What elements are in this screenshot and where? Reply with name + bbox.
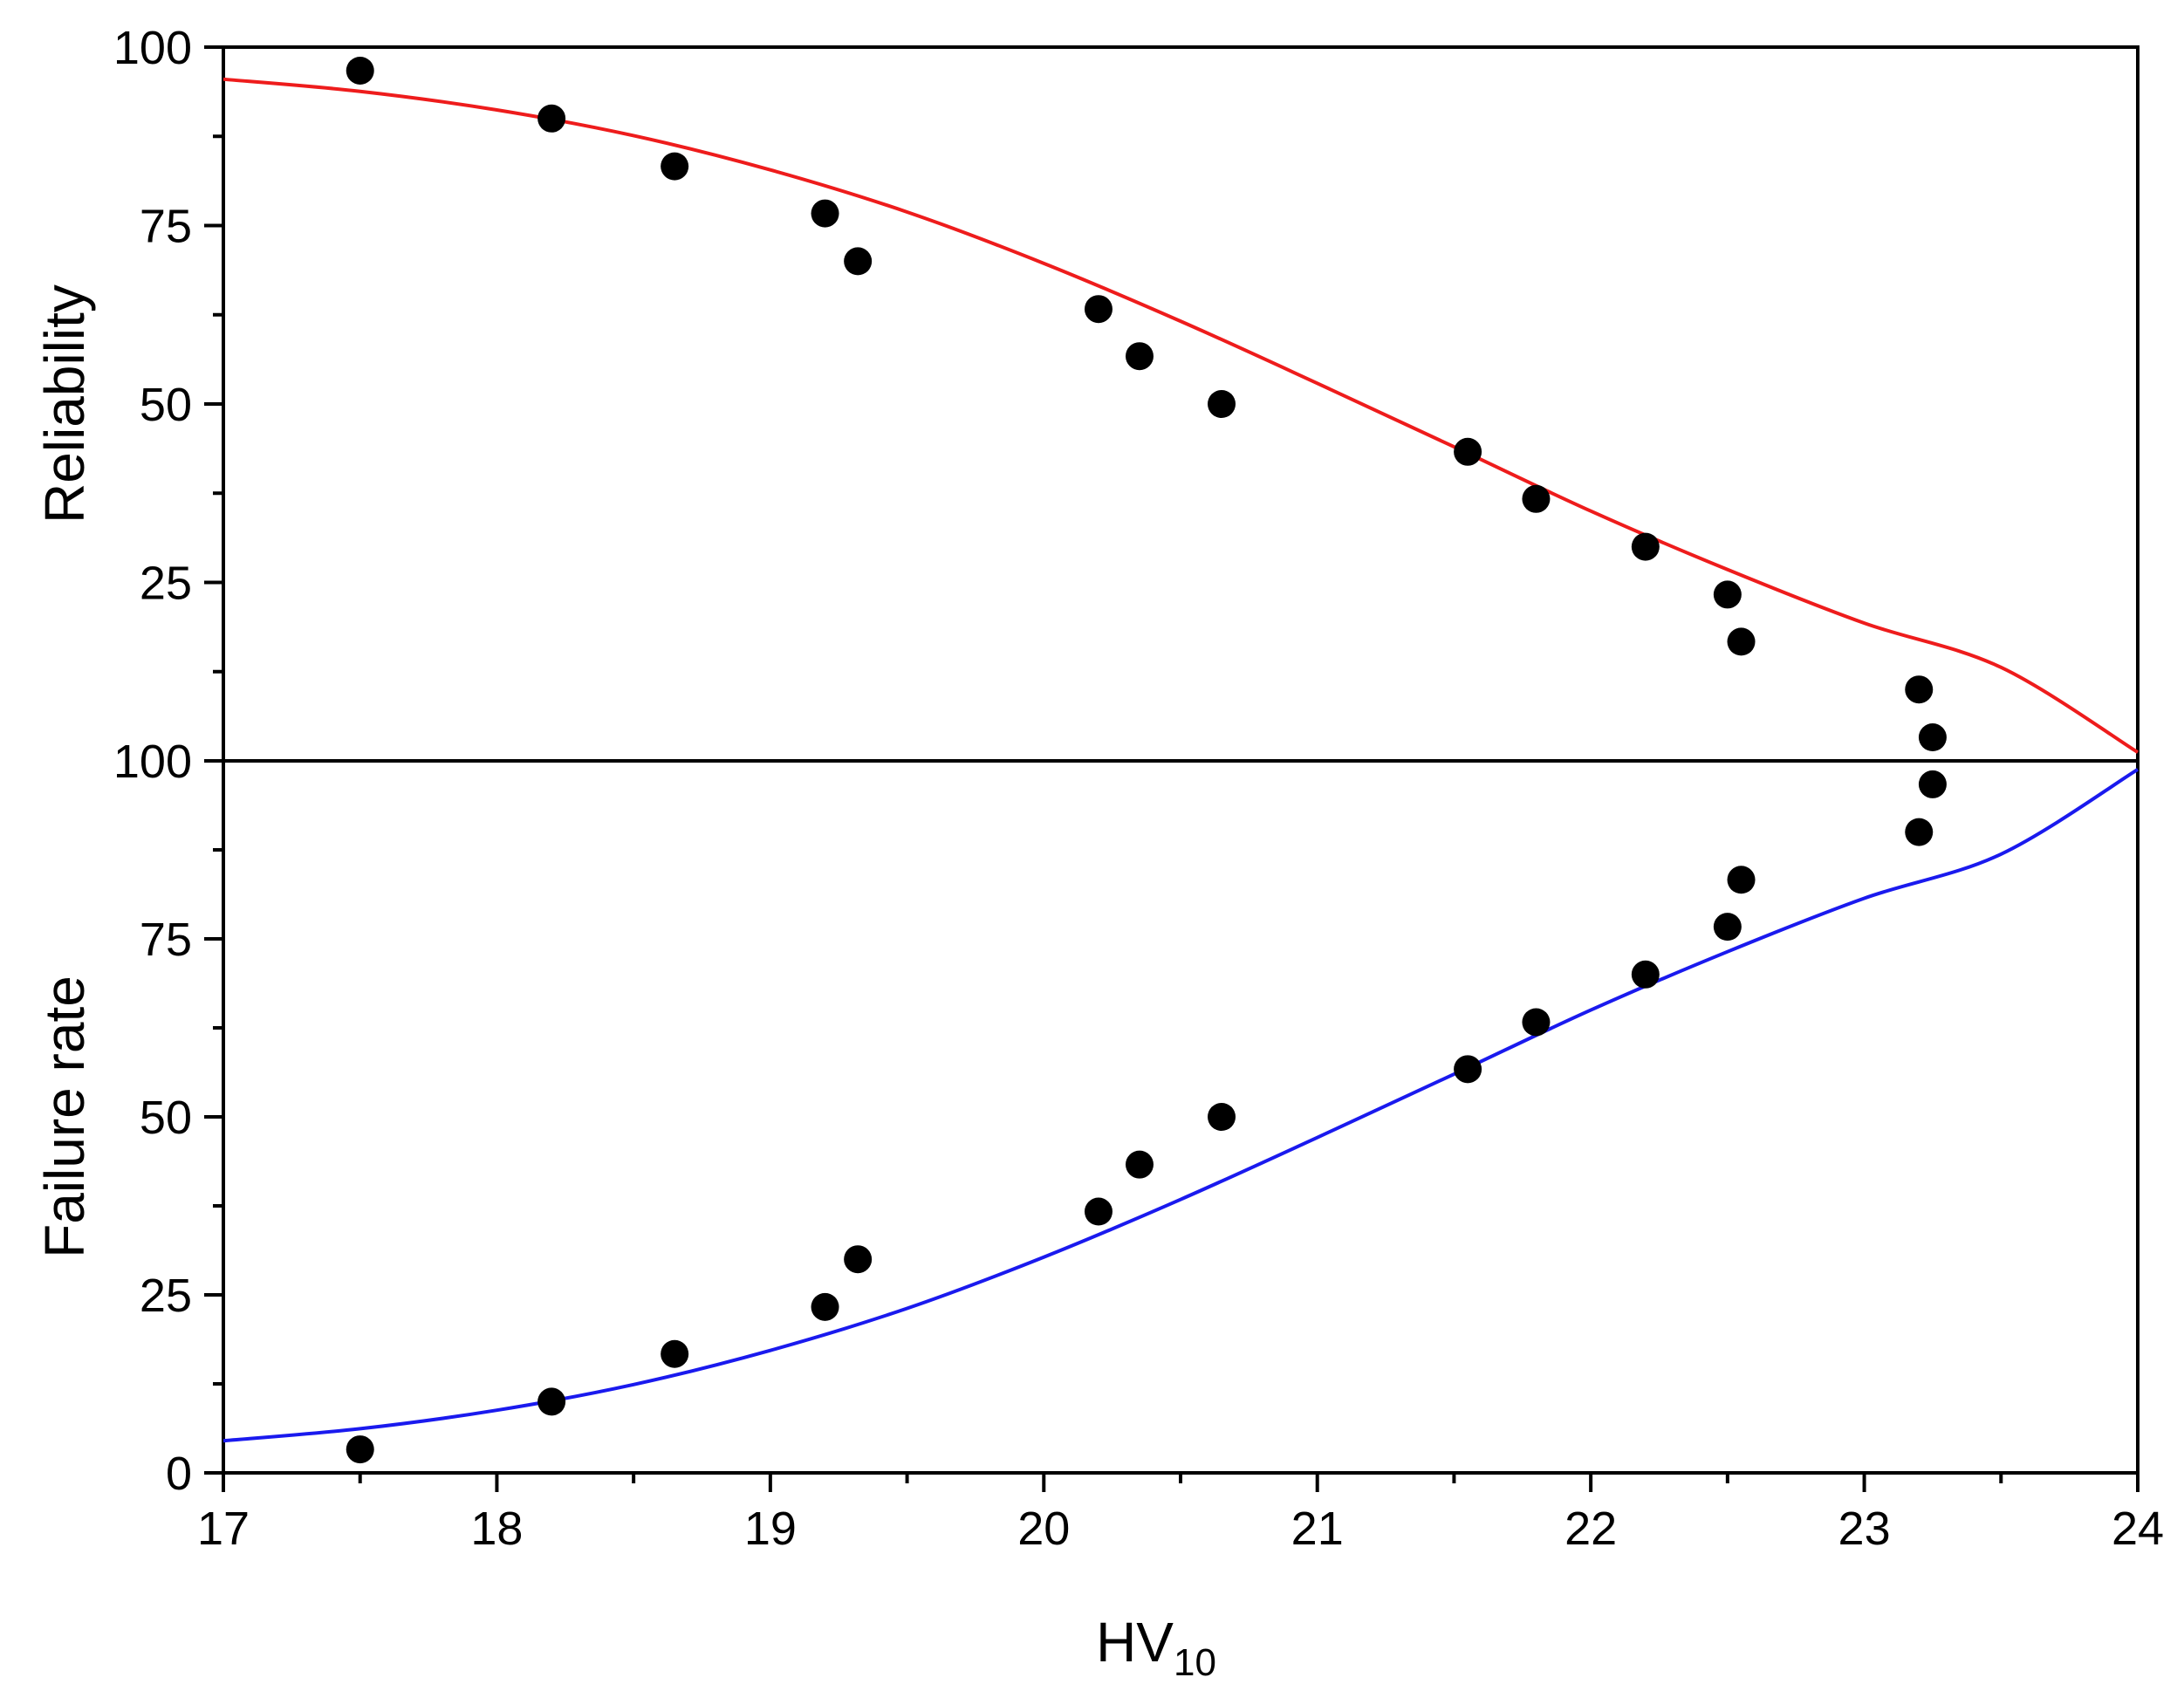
reliability-data-point — [1713, 580, 1742, 609]
axis-labels: 17 18 19 20 21 22 23 24 25 50 75 100 0 25 50 75 100 Relia… — [33, 22, 2164, 1684]
failure-rate-data-point — [1631, 960, 1660, 989]
x-tick-label: 20 — [1017, 1503, 1070, 1555]
failure-rate-data-point — [1125, 1150, 1154, 1179]
failure-rate-data-point — [844, 1245, 873, 1274]
failure-rate-y-tick-label: 25 — [140, 1270, 192, 1322]
failure-rate-data-point — [1208, 1103, 1236, 1131]
x-tick-label: 19 — [744, 1503, 797, 1555]
reliability-y-tick-label: 100 — [113, 22, 192, 74]
x-tick-label: 23 — [1838, 1503, 1891, 1555]
x-tick-label: 22 — [1564, 1503, 1617, 1555]
reliability-data-point — [1125, 342, 1154, 371]
failure-rate-data-point — [661, 1339, 689, 1368]
failure-rate-y-tick-label: 50 — [140, 1092, 192, 1144]
x-axis-title-main: HV — [1096, 1611, 1174, 1674]
failure-rate-data-point — [1084, 1197, 1113, 1226]
failure-rate-data-point — [346, 1435, 374, 1464]
failure-rate-data-point — [1713, 913, 1742, 941]
axis-ticks — [204, 45, 2139, 1492]
reliability-data-point — [1454, 437, 1482, 466]
reliability-axis-title: Reliability — [33, 284, 96, 524]
reliability-data-point — [1905, 675, 1934, 704]
failure-rate-data-point — [1454, 1055, 1482, 1084]
reliability-fit-curve — [223, 77, 2139, 754]
failure-rate-data-point — [811, 1292, 839, 1321]
failure-rate-axis-title: Failure rate — [33, 976, 96, 1258]
reliability-data-point — [1084, 295, 1113, 324]
plot-frame — [222, 45, 2139, 1475]
reliability-y-tick-label: 50 — [140, 379, 192, 431]
reliability-data-point — [661, 152, 689, 181]
failure-rate-y-tick-label: 100 — [113, 736, 192, 788]
reliability-data-point — [1208, 390, 1236, 418]
x-tick-label: 18 — [470, 1503, 523, 1555]
x-axis-title: HV10 — [1096, 1611, 1216, 1684]
failure-rate-data-point — [537, 1387, 566, 1416]
reliability-data-point — [844, 247, 873, 276]
x-axis-title-subscript: 10 — [1174, 1641, 1216, 1684]
data-points — [346, 56, 1947, 1464]
x-tick-label: 17 — [197, 1503, 250, 1555]
reliability-data-point — [1918, 723, 1947, 752]
reliability-data-point — [811, 199, 839, 228]
failure-rate-data-point — [1918, 770, 1947, 798]
reliability-data-point — [1631, 532, 1660, 561]
failure-rate-data-point — [1905, 818, 1934, 846]
x-tick-label: 21 — [1291, 1503, 1344, 1555]
failure-rate-y-tick-label: 75 — [140, 914, 192, 966]
reliability-data-point — [1727, 627, 1756, 656]
reliability-data-point — [537, 104, 566, 133]
x-tick-label: 24 — [2112, 1503, 2164, 1555]
reliability-data-point — [346, 56, 374, 85]
failure-rate-data-point — [1727, 866, 1756, 894]
failure-rate-data-point — [1522, 1008, 1551, 1037]
failure-rate-y-tick-label: 0 — [166, 1448, 192, 1500]
reliability-y-tick-label: 75 — [140, 201, 192, 253]
reliability-y-tick-label: 25 — [140, 558, 192, 610]
failure-rate-fit-curve — [223, 768, 2139, 1443]
reliability-data-point — [1522, 484, 1551, 513]
